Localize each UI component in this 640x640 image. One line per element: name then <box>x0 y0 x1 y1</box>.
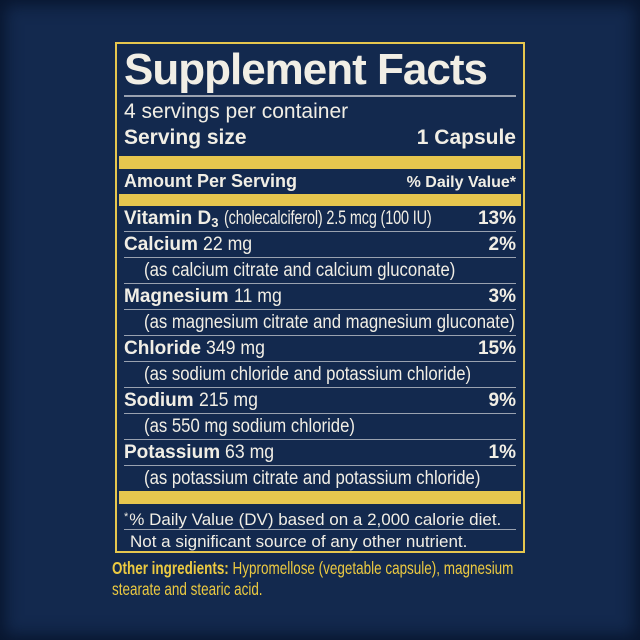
nutrient-source-row: (as sodium chloride and potassium chlori… <box>124 361 516 387</box>
nutrient-row: Calcium 22 mg 2% <box>124 231 516 257</box>
nutrient-source: (as sodium chloride and potassium chlori… <box>144 364 472 385</box>
amount-per-serving-label: Amount Per Serving <box>124 171 298 191</box>
daily-value-header: % Daily Value* <box>406 174 516 191</box>
daily-value-footnote-text: % Daily Value (DV) based on a 2,000 calo… <box>129 510 502 529</box>
nutrient-amount: (cholecalciferol) 2.5 mcg (100 IU) <box>223 208 432 229</box>
nutrient-daily-value: 15% <box>477 338 516 359</box>
divider-bar-top <box>119 156 521 169</box>
nutrient-source-row: (as 550 mg sodium chloride) <box>124 413 516 439</box>
asterisk-marker: * <box>124 511 129 523</box>
other-ingredients-label: Other ingredients: <box>112 558 229 578</box>
no-other-nutrient-footnote: Not a significant source of any other nu… <box>124 529 516 552</box>
nutrient-amount: 349 mg <box>206 338 266 359</box>
supplement-facts-panel: Supplement Facts 4 servings per containe… <box>115 42 525 553</box>
nutrient-daily-value: 1% <box>488 442 516 463</box>
serving-size-value: 1 Capsule <box>416 126 516 149</box>
daily-value-footnote: *% Daily Value (DV) based on a 2,000 cal… <box>124 504 516 529</box>
servings-per-container: 4 servings per container <box>124 100 349 123</box>
nutrient-list: Vitamin D3 (cholecalciferol) 2.5 mcg (100… <box>124 206 516 491</box>
panel-title: Supplement Facts <box>124 44 516 97</box>
nutrient-daily-value: 9% <box>488 390 516 411</box>
nutrient-name: Chloride <box>124 338 202 359</box>
divider-bar-bottom <box>119 491 521 504</box>
nutrient-name: Vitamin D <box>124 208 212 229</box>
nutrient-name: Sodium <box>124 390 194 411</box>
nutrient-source-row: (as magnesium citrate and magnesium gluc… <box>124 309 516 335</box>
other-ingredients-text: Hypromellose (vegetable capsule), magnes… <box>112 558 514 599</box>
nutrient-name: Magnesium <box>124 286 229 307</box>
nutrient-source-row: (as potassium citrate and potassium chlo… <box>124 465 516 491</box>
nutrient-row: Potassium 63 mg 1% <box>124 439 516 465</box>
nutrient-name: Potassium <box>124 442 221 463</box>
nutrient-source-row: (as calcium citrate and calcium gluconat… <box>124 257 516 283</box>
nutrient-row: Magnesium 11 mg 3% <box>124 283 516 309</box>
divider-bar-header <box>119 194 521 206</box>
nutrient-amount: 63 mg <box>225 442 275 463</box>
nutrient-name: Calcium <box>124 234 198 255</box>
nutrient-row: Vitamin D3 (cholecalciferol) 2.5 mcg (100… <box>124 206 516 231</box>
nutrient-daily-value: 3% <box>488 286 516 307</box>
nutrient-amount: 22 mg <box>202 234 253 255</box>
nutrient-daily-value: 13% <box>477 208 516 229</box>
nutrient-daily-value: 2% <box>488 234 516 255</box>
nutrient-row: Chloride 349 mg 15% <box>124 335 516 361</box>
amount-per-serving-row: Amount Per Serving % Daily Value* <box>124 169 516 194</box>
nutrient-source: (as magnesium citrate and magnesium gluc… <box>144 312 515 333</box>
nutrient-source: (as 550 mg sodium chloride) <box>144 416 355 437</box>
serving-size-row: Serving size 1 Capsule <box>124 125 516 150</box>
other-ingredients: Other ingredients: Hypromellose (vegetab… <box>112 558 520 600</box>
serving-size-label: Serving size <box>124 126 247 149</box>
nutrient-name-subscript: 3 <box>211 215 219 230</box>
nutrient-amount: 11 mg <box>233 286 282 307</box>
nutrient-amount: 215 mg <box>198 390 258 411</box>
nutrient-row: Sodium 215 mg 9% <box>124 387 516 413</box>
nutrient-source: (as potassium citrate and potassium chlo… <box>144 468 481 489</box>
nutrient-source: (as calcium citrate and calcium gluconat… <box>144 260 456 281</box>
